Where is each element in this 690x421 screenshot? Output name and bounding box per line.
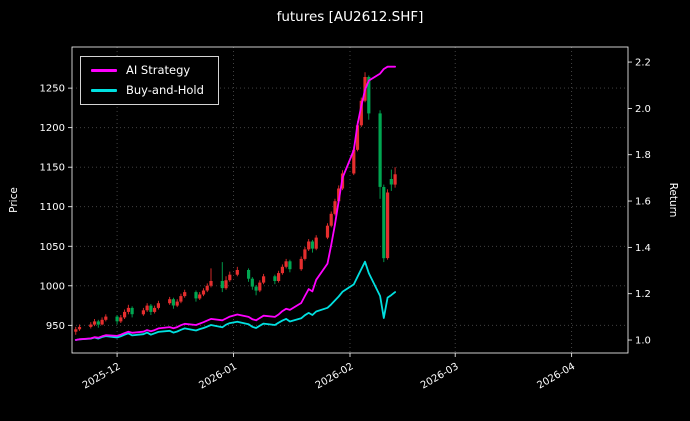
candle-down [288,261,292,270]
y-left-tick-label: 1250 [40,84,65,95]
candle-down [250,278,254,287]
y-left-tick-label: 1100 [40,202,65,213]
candle-up [205,285,209,291]
candle-up [337,188,341,202]
candle-up [393,174,397,185]
candle-up [74,329,78,332]
candle-up [104,316,108,320]
candle-down [115,316,119,322]
x-tick-label: 2026-03 [419,361,461,391]
candle-up [100,319,104,325]
candle-up [359,100,363,126]
candle-up [284,261,288,267]
y-axis-label-price: Price [8,187,20,213]
candle-up [156,303,160,308]
candle-down [194,292,198,299]
candle-down [96,321,100,325]
candle-down [273,276,277,281]
y-right-tick-label: 1.2 [635,289,651,300]
candle-up [168,299,172,304]
candle-up [224,280,228,289]
y-right-tick-label: 2.0 [635,104,651,115]
candle-up [386,192,390,259]
candle-up [314,237,318,249]
y-left-tick-label: 1150 [40,163,65,174]
buy-and-hold-line-swatch [91,89,117,93]
y-right-tick-label: 1.6 [635,197,651,208]
x-tick-label: 2026-02 [314,361,356,391]
y-axis-label-return: Return [667,182,679,218]
candle-down [389,179,393,185]
candle-up [92,321,97,325]
candle-up [258,282,262,291]
candle-up [201,290,206,295]
candle-up [89,324,93,327]
candle-up [329,213,333,226]
candle-up [119,317,123,322]
y-right-tick-label: 1.4 [635,243,651,254]
x-tick-label: 2026-04 [535,361,577,391]
page-title: futures [AU2612.SHF] [276,9,424,25]
ai-strategy-line [74,65,396,341]
candle-up [179,296,183,302]
ai-strategy-line-swatch [91,68,117,72]
legend-item-buy-and-hold: Buy-and-Hold [91,83,204,97]
legend-label-buy-and-hold: Buy-and-Hold [126,83,204,98]
candle-down [220,281,224,289]
candle-down [149,305,153,312]
candle-down [378,113,382,187]
candle-up [352,149,356,174]
candle-up [333,201,337,214]
candle-up [228,274,232,281]
candle-up [126,307,130,312]
candle-up [183,292,187,297]
candle-up [145,305,149,311]
candle-down [382,187,386,259]
candle-up [77,326,82,330]
candle-up [277,273,281,281]
x-tick-label: 2025-12 [81,361,123,391]
candle-down [171,299,175,306]
candle-up [209,281,213,286]
y-left-tick-label: 1050 [40,242,65,253]
candle-down [310,241,314,249]
candle-up [325,225,330,238]
candle-up [153,307,157,312]
candle-up [123,311,127,318]
candle-up [198,294,202,299]
y-right-tick-label: 1.8 [635,150,651,161]
buy-and-hold-line [74,260,396,341]
x-tick-label: 2026-01 [197,361,239,391]
y-right-tick-label: 1.0 [635,336,651,347]
legend-item-ai-strategy: AI Strategy [91,63,204,77]
y-left-tick-label: 950 [46,321,65,332]
candle-down [367,77,371,114]
candle-down [130,307,134,315]
y-right-tick-label: 2.2 [635,58,651,69]
candle-up [299,258,303,270]
candle-up [307,241,311,250]
candle-up [355,125,360,150]
candle-up [262,276,266,283]
legend-label-ai-strategy: AI Strategy [126,63,191,77]
y-left-tick-label: 1200 [40,123,65,134]
candle-down [247,270,251,279]
y-left-tick-label: 1000 [40,281,65,292]
legend: AI Strategy Buy-and-Hold [80,56,219,105]
candle-up [280,266,284,274]
candle-up [235,270,239,275]
candle-up [303,249,307,259]
candle-up [175,301,179,306]
candle-down [254,286,258,291]
candle-up [141,310,145,315]
